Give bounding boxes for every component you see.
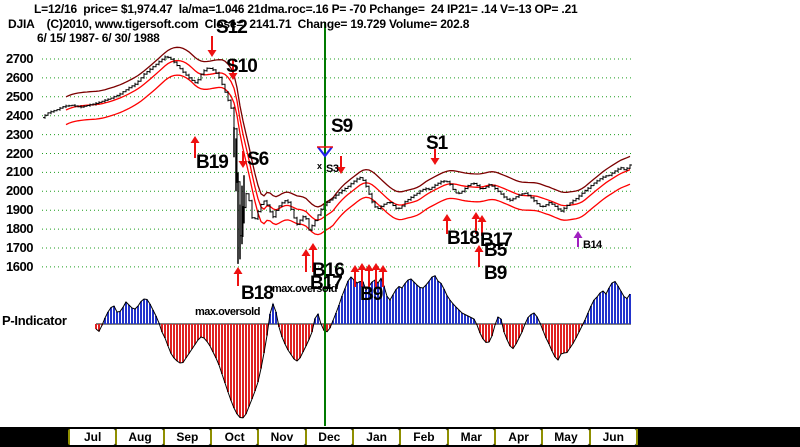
signal-arrow-icon (371, 263, 381, 270)
price-axis-tick: 2600 (6, 69, 33, 85)
signal-label-b17: B17 (480, 230, 513, 251)
price-axis-tick: 2200 (6, 145, 33, 161)
signal-arrow-icon (308, 243, 318, 250)
month-label-jan: Jan (351, 429, 400, 445)
header-date-range: 6/ 15/ 1987- 6/ 30/ 1988 (37, 31, 160, 45)
signal-label-max-oversold: max.oversold (195, 306, 260, 318)
signal-arrow-icon (364, 264, 374, 271)
month-label-jul: Jul (68, 429, 116, 445)
signal-arrow-icon (228, 73, 238, 80)
signal-arrow-icon (233, 267, 243, 274)
price-axis-tick: 2700 (6, 51, 33, 66)
signal-arrow-icon (357, 263, 367, 270)
price-axis-tick: 2100 (6, 164, 33, 180)
signal-label-s1: S1 (426, 133, 448, 154)
signal-label-x: x (317, 161, 322, 171)
signal-arrow-icon (430, 158, 440, 165)
price-axis-tick: 2000 (6, 183, 33, 199)
month-label-oct: Oct (209, 429, 258, 445)
price-axis-tick: 1700 (6, 240, 33, 255)
month-label-may: May (541, 429, 589, 445)
header-symbol-line: DJIA (C)2010, www.tigersoft.com Close= 2… (8, 17, 470, 31)
signal-label-b14: B14 (583, 239, 602, 251)
signal-label-b5: B5 (484, 240, 507, 261)
month-label-nov: Nov (257, 429, 305, 445)
signal-label-max-oversold: max.oversold (272, 283, 337, 295)
month-label-mar: Mar (446, 429, 494, 445)
signal-label-b9: B9 (484, 263, 507, 284)
signal-label-s9: S9 (331, 116, 353, 137)
indicator-title: P-Indicator (2, 313, 67, 328)
month-axis-strip: Jul Aug Sep Oct Nov Dec Jan Feb Mar Apr May Jun (0, 427, 800, 447)
signal-arrow-icon (474, 245, 484, 252)
price-axis-tick: 2300 (6, 126, 33, 142)
signal-arrow-icon (190, 136, 200, 143)
signal-label-b16: B16 (312, 260, 345, 281)
signal-label-b18: B18 (241, 283, 274, 304)
signal-label-s10: S10 (226, 56, 258, 77)
signal-arrow-icon (301, 249, 311, 256)
signal-label-b9: B9 (360, 284, 383, 305)
price-axis-tick: 1600 (6, 258, 33, 274)
month-label-dec: Dec (304, 429, 352, 445)
price-axis-tick: 2500 (6, 88, 33, 104)
signal-label-b19: B19 (196, 152, 229, 173)
month-label-sep: Sep (162, 429, 210, 445)
signal-arrow-icon (477, 215, 487, 222)
signal-arrow-icon (317, 146, 333, 158)
month-axis-end-divider (635, 429, 638, 445)
signal-arrow-icon (378, 265, 388, 272)
signal-label-b18: B18 (447, 228, 480, 249)
signal-arrow-icon (442, 214, 452, 221)
price-axis-tick: 1800 (6, 221, 33, 237)
signal-arrow-icon (471, 212, 481, 219)
price-axis-tick: 2400 (6, 107, 33, 123)
month-label-aug: Aug (115, 429, 163, 445)
month-label-feb: Feb (399, 429, 447, 445)
month-label-apr: Apr (493, 429, 542, 445)
signal-label-s3: S3 (326, 163, 339, 175)
signal-arrow-icon (573, 231, 583, 238)
signal-arrow-icon (350, 265, 360, 272)
signal-arrow-icon (207, 50, 217, 57)
signal-label-s12: S12 (216, 17, 248, 38)
price-axis-tick: 1900 (6, 202, 33, 218)
signal-label-s6: S6 (247, 149, 269, 170)
signal-arrow-icon (238, 161, 248, 168)
month-label-jun: Jun (588, 429, 636, 445)
signal-label-b17: B17 (310, 273, 343, 294)
signal-arrow-icon (336, 167, 346, 174)
header-stats-line: L=12/16 price= $1,974.47 la/ma=1.046 21d… (34, 2, 578, 16)
